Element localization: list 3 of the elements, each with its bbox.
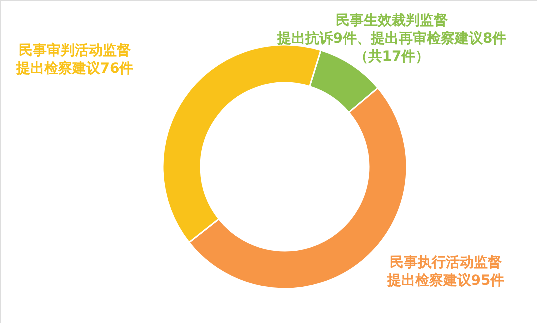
slice-label: 民事执行活动监督提出检察建议95件 (386, 255, 505, 289)
slice-label: 民事生效裁判监督提出抗诉9件、提出再审检察建议8件（共17件） (276, 13, 507, 65)
slice-label: 民事审判活动监督提出检察建议76件 (15, 42, 134, 77)
